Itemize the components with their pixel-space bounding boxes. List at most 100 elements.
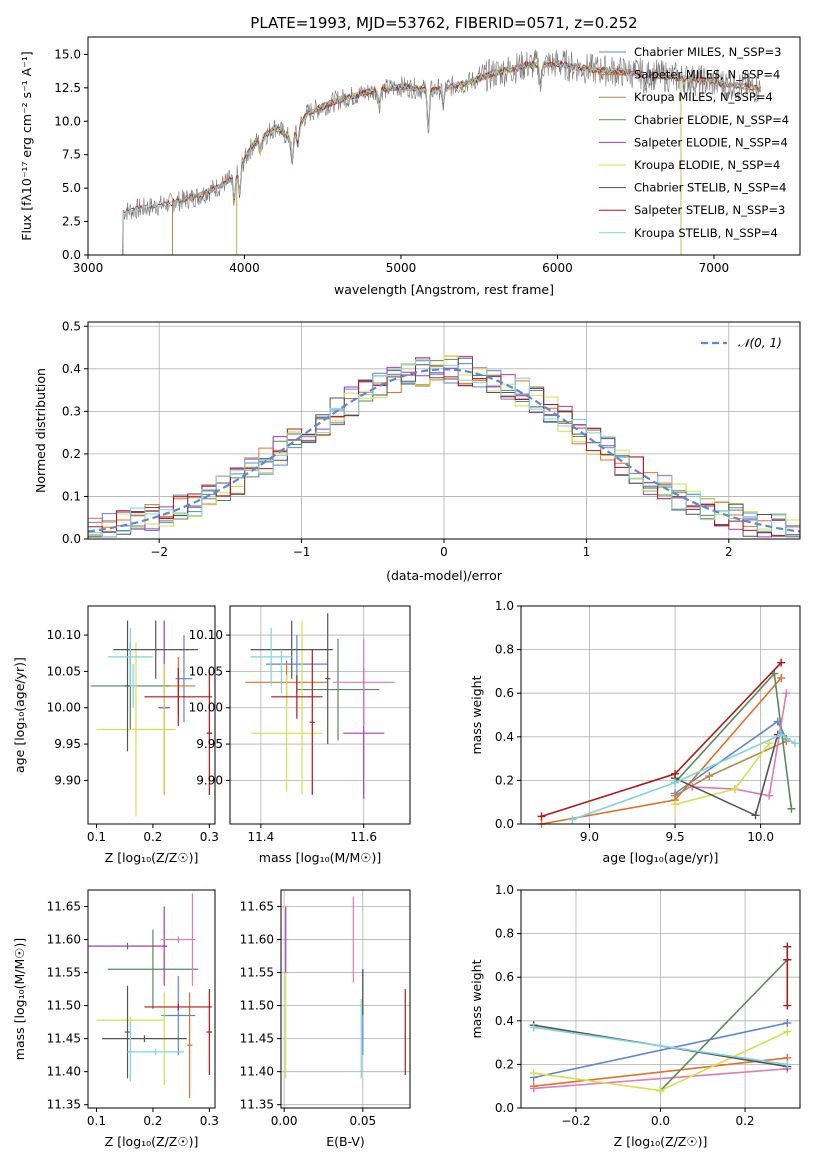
weight-vs-age-series-line: [572, 733, 796, 821]
weight-vs-Z-series-line: [533, 1068, 788, 1090]
age-vs-Z-ytick-label: 9.95: [54, 737, 81, 751]
mass-vs-Z-xtick-label: 0.3: [200, 1114, 219, 1128]
mass-vs-Z-xtick-label: 0.1: [87, 1114, 106, 1128]
weight-vs-age-point-marker: [777, 673, 786, 682]
weight-vs-Z-xtick-label: 0.2: [735, 1114, 754, 1128]
weight-vs-Z-point-marker: [783, 1060, 792, 1069]
mass-vs-ebv-xtick-label: 0.05: [349, 1114, 376, 1128]
residuals-ytick-label: 0.3: [62, 404, 81, 418]
weight-vs-age-ytick-label: 0.8: [495, 643, 514, 657]
spectrum-ytick-label: 10.0: [54, 114, 81, 128]
weight-vs-age-point-marker: [671, 778, 680, 787]
weight-vs-age-point-marker: [790, 739, 799, 748]
age-vs-Z-xtick-label: 0.2: [143, 830, 162, 844]
weight-vs-Z-point-marker: [783, 1027, 792, 1036]
weight-vs-age-point-marker: [777, 730, 786, 739]
weight-vs-age-point-marker: [782, 689, 791, 698]
spectrum-xlabel: wavelength [Angstrom, rest frame]: [334, 282, 554, 297]
spectrum-legend-label: Chabrier STELIB, N_SSP=4: [634, 181, 786, 195]
weight-vs-age-point-marker: [787, 804, 796, 813]
residual-histogram-salpeter_stelib: [88, 357, 800, 537]
residual-histogram-kroupa_stelib: [88, 359, 800, 538]
normal-curve-line: [87, 368, 801, 533]
residuals-ytick-label: 0.0: [62, 532, 81, 546]
age-vs-Z-ylabel: age [log₁₀(age/yr)]: [12, 657, 27, 773]
age-vs-mass-xtick-label: 11.6: [350, 830, 377, 844]
mass-vs-Z-ytick-label: 11.40: [47, 1065, 81, 1079]
age-vs-Z-ytick-label: 10.05: [47, 664, 81, 678]
mass-vs-ebv-xlabel: E(B-V): [326, 1134, 365, 1149]
age-vs-Z-ytick-label: 10.10: [47, 628, 81, 642]
weight-vs-Z-series-line: [533, 1057, 788, 1087]
spectrum-ytick-label: 5.0: [62, 181, 81, 195]
residuals-ytick-label: 0.5: [62, 319, 81, 333]
mass-vs-Z-ytick-label: 11.45: [47, 1032, 81, 1046]
residuals-ytick-label: 0.1: [62, 489, 81, 503]
residuals-xlabel: (data-model)/error: [386, 568, 503, 583]
spectrum-title: PLATE=1993, MJD=53762, FIBERID=0571, z=0…: [250, 14, 637, 32]
mass-vs-Z-ytick-label: 11.55: [47, 966, 81, 980]
spectrum-ytick-label: 15.0: [54, 47, 81, 61]
weight-vs-Z-point-marker: [529, 1023, 538, 1032]
weight-vs-Z-ytick-label: 0.6: [495, 970, 514, 984]
mass-vs-Z-frame: [87, 889, 216, 1109]
spectrum-xtick-label: 7000: [699, 261, 730, 275]
spectrum-ytick-label: 2.5: [62, 215, 81, 229]
weight-vs-age-xlabel: age [log₁₀(age/yr)]: [603, 850, 719, 865]
spectrum-legend-label: Chabrier MILES, N_SSP=3: [634, 45, 781, 59]
spectrum-model-kroupa_stelib: [122, 60, 761, 256]
mass-vs-Z-xtick-label: 0.2: [143, 1114, 162, 1128]
age-vs-Z-xlabel: Z [log₁₀(Z/Z☉)]: [105, 850, 199, 865]
weight-vs-age-series-line: [692, 693, 788, 797]
weight-vs-age-point-marker: [671, 769, 680, 778]
weight-vs-age-xtick-label: 10.0: [747, 830, 774, 844]
spectrum-xtick-label: 5000: [386, 261, 417, 275]
age-vs-mass-ytick-label: 9.95: [196, 737, 223, 751]
weight-vs-age-ytick-label: 1.0: [495, 599, 514, 613]
spectrum-ytick-label: 0.0: [62, 248, 81, 262]
residuals-xtick-label: −2: [150, 545, 168, 559]
mass-vs-ebv-ytick-label: 11.65: [240, 900, 274, 914]
spectrum-ytick-label: 7.5: [62, 148, 81, 162]
weight-vs-Z-point-marker: [783, 1001, 792, 1010]
weight-vs-age-xtick-label: 9.5: [666, 830, 685, 844]
weight-vs-age-frame: [520, 605, 801, 825]
residuals-xtick-label: 2: [725, 545, 733, 559]
weight-vs-Z-ytick-label: 1.0: [495, 883, 514, 897]
weight-vs-Z-series-line: [533, 1026, 788, 1066]
spectrum-legend-label: Salpeter STELIB, N_SSP=3: [634, 203, 785, 217]
residual-legend-label: 𝒩(0, 1): [738, 336, 782, 350]
spectrum-ylabel: Flux [fλ10⁻¹⁷ erg cm⁻² s⁻¹ A⁻¹]: [19, 51, 34, 240]
spectrum-xtick-label: 4000: [229, 261, 260, 275]
residuals-ytick-label: 0.2: [62, 447, 81, 461]
residuals-frame: [87, 321, 801, 540]
mass-vs-Z-ytick-label: 11.65: [47, 900, 81, 914]
weight-vs-Z-ytick-label: 0.8: [495, 927, 514, 941]
weight-vs-age-xtick-label: 9.0: [580, 830, 599, 844]
residuals-xtick-label: 1: [583, 545, 591, 559]
weight-vs-age-point-marker: [751, 811, 760, 820]
weight-vs-Z-ytick-label: 0.4: [495, 1014, 514, 1028]
mass-vs-ebv-ytick-label: 11.55: [240, 966, 274, 980]
mass-vs-ebv-ytick-label: 11.40: [240, 1065, 274, 1079]
weight-vs-Z-point-marker: [529, 1069, 538, 1078]
mass-vs-Z-ytick-label: 11.50: [47, 999, 81, 1013]
mass-vs-ebv-ytick-label: 11.45: [240, 1032, 274, 1046]
spectrum-legend-label: Kroupa STELIB, N_SSP=4: [634, 226, 778, 240]
age-vs-mass-ytick-label: 10.10: [189, 628, 223, 642]
residuals-ytick-label: 0.4: [62, 362, 81, 376]
weight-vs-age-point-marker: [537, 812, 546, 821]
mass-vs-Z-ytick-label: 11.35: [47, 1098, 81, 1112]
spectrum-legend-label: Chabrier ELODIE, N_SSP=4: [634, 113, 789, 127]
age-vs-Z-ytick-label: 10.00: [47, 701, 81, 715]
weight-vs-Z-point-marker: [783, 1018, 792, 1027]
age-vs-mass-ytick-label: 10.05: [189, 664, 223, 678]
weight-vs-age-ylabel: mass weight: [469, 675, 484, 754]
age-vs-Z-xtick-label: 0.3: [200, 830, 219, 844]
spectrum-xtick-label: 3000: [73, 261, 104, 275]
mass-vs-Z-xlabel: Z [log₁₀(Z/Z☉)]: [105, 1134, 199, 1149]
spectrum-frame: [87, 36, 801, 256]
weight-vs-age-point-marker: [671, 800, 680, 809]
weight-vs-age-ytick-label: 0.0: [495, 817, 514, 831]
weight-vs-Z-ytick-label: 0.0: [495, 1101, 514, 1115]
